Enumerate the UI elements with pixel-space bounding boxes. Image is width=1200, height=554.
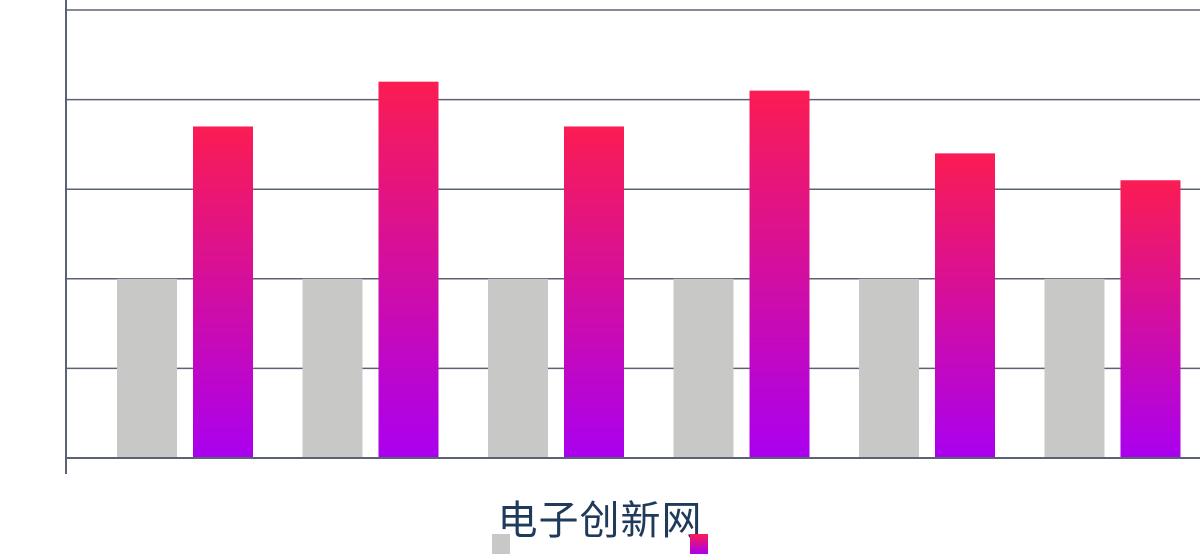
bar-series-1-5: [859, 278, 919, 458]
bar-series-2-1: [193, 126, 253, 458]
bar-series-2-4: [749, 90, 810, 458]
legend-item-series-1: [492, 534, 510, 554]
chart-legend: [0, 534, 1200, 554]
bar-series-2-6: [1120, 180, 1181, 459]
legend-swatch-series-2: [690, 534, 708, 554]
legend-item-series-2: [690, 534, 708, 554]
bar-series-1-3: [488, 278, 548, 458]
bar-series-1-1: [117, 278, 177, 458]
bar-series-1-2: [302, 278, 363, 458]
bar-series-2-3: [564, 126, 624, 458]
legend-swatch-series-1: [492, 534, 510, 554]
bar-series-2-2: [378, 81, 439, 459]
bar-series-2-5: [935, 153, 995, 459]
bar-series-1-4: [673, 278, 734, 458]
bar-series-1-6: [1044, 278, 1105, 458]
